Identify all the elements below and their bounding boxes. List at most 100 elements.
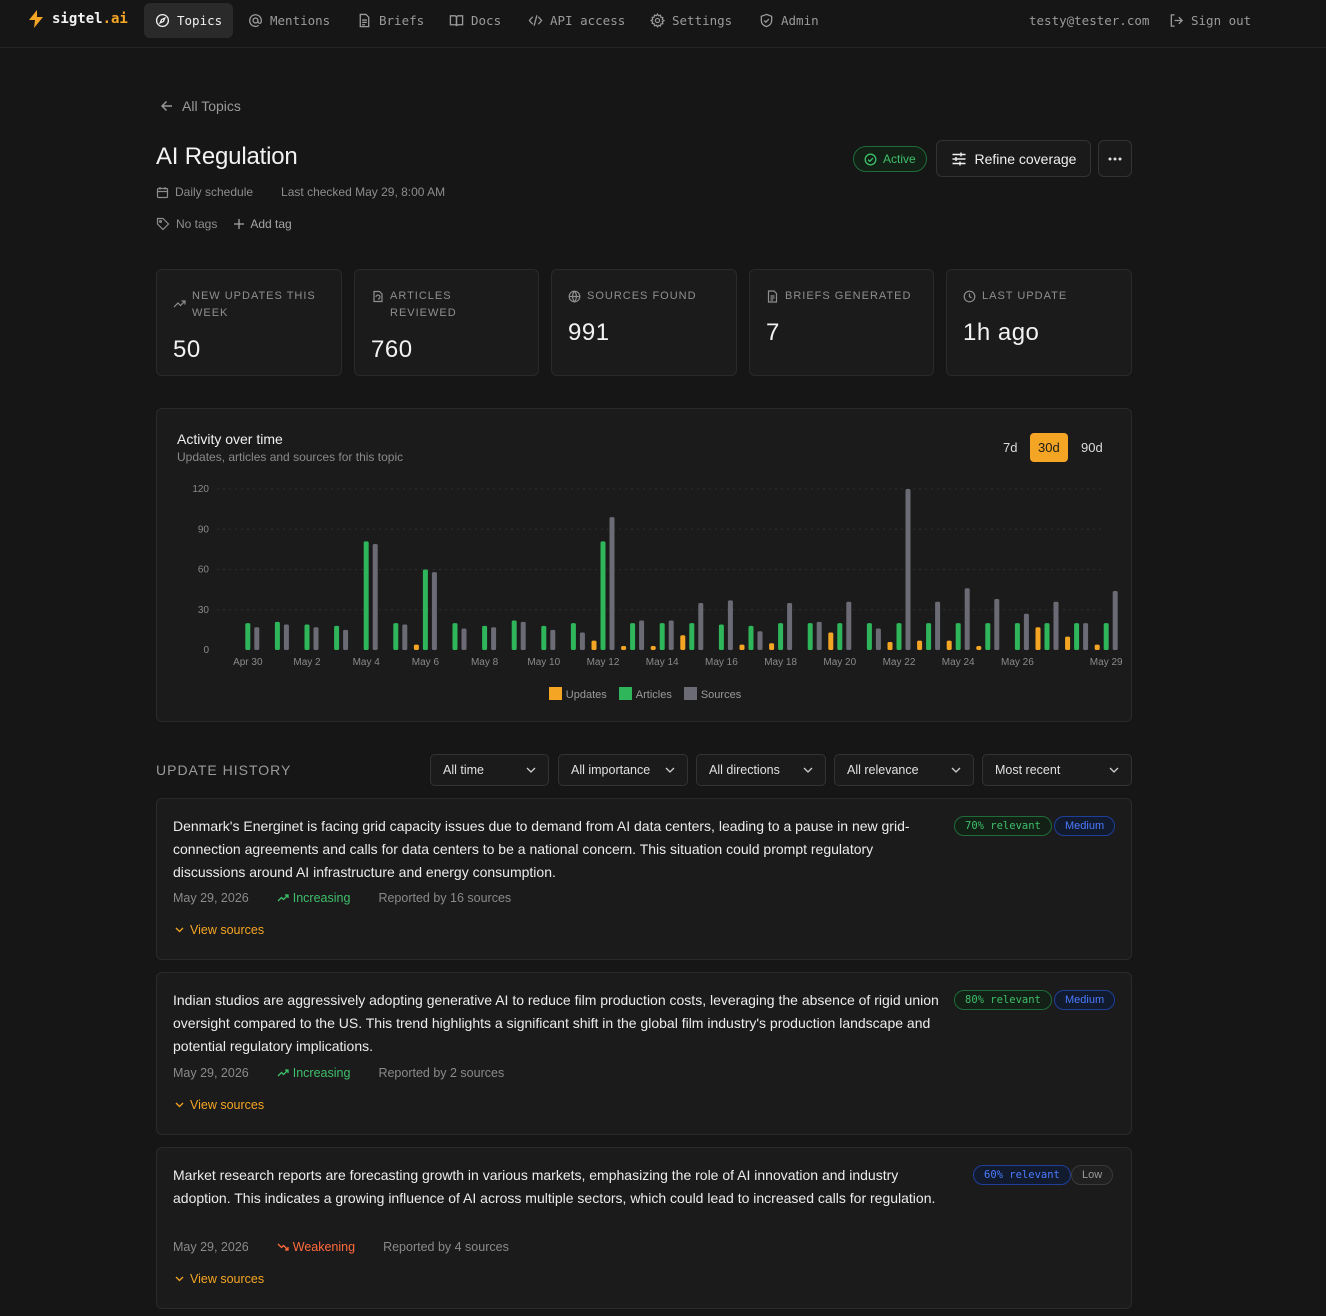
x-tick-label: May 2 [293, 657, 321, 668]
chevron-down-icon [665, 767, 675, 773]
filter-label: All directions [709, 763, 780, 777]
x-tick-label: May 14 [646, 657, 679, 668]
update-meta: May 29, 2026 Increasing Reported by 2 so… [173, 1066, 504, 1080]
nav-docs[interactable]: Docs [438, 3, 512, 38]
direction-indicator: Weakening [277, 1240, 355, 1254]
bar-articles [866, 623, 872, 650]
filter-time[interactable]: All time [430, 754, 549, 786]
more-options-button[interactable] [1098, 140, 1132, 177]
legend-label: Updates [565, 689, 607, 701]
filter-sort[interactable]: Most recent [982, 754, 1132, 786]
stat-value: 1h ago [963, 319, 1040, 346]
globe-icon [568, 290, 581, 303]
nav-label: API access [550, 13, 626, 28]
direction-indicator: Increasing [277, 1066, 350, 1080]
bar-articles [689, 623, 695, 650]
bar-sources [935, 601, 941, 650]
y-tick-label: 60 [198, 565, 210, 576]
bar-sources [698, 603, 704, 650]
view-sources-label: View sources [190, 923, 265, 937]
bar-articles [452, 623, 458, 650]
view-sources-toggle[interactable]: View sources [175, 1098, 264, 1112]
sign-out-button[interactable]: Sign out [1158, 3, 1262, 38]
refresh-doc-icon [373, 290, 383, 303]
bar-sources [875, 628, 881, 650]
filter-importance[interactable]: All importance [558, 754, 688, 786]
back-link[interactable]: All Topics [160, 98, 241, 114]
sign-out-label: Sign out [1191, 13, 1252, 28]
bar-articles [482, 625, 488, 650]
bar-articles [274, 621, 280, 650]
update-date: May 29, 2026 [173, 1240, 249, 1254]
filter-direction[interactable]: All directions [696, 754, 826, 786]
range-30d[interactable]: 30d [1030, 433, 1068, 462]
range-90d[interactable]: 90d [1081, 440, 1103, 455]
nav-settings[interactable]: Settings [639, 3, 743, 38]
nav-label: Briefs [379, 13, 425, 28]
refine-coverage-button[interactable]: Refine coverage [936, 140, 1091, 177]
bar-articles [926, 623, 932, 650]
document-icon [767, 290, 778, 303]
y-tick-label: 0 [203, 645, 209, 656]
filter-label: All importance [571, 763, 651, 777]
arrow-left-icon [161, 101, 172, 111]
bar-updates [650, 645, 656, 650]
bar-articles [630, 623, 636, 650]
calendar-icon [156, 186, 169, 198]
bar-updates [917, 640, 923, 650]
bar-sources [283, 624, 289, 650]
view-sources-toggle[interactable]: View sources [175, 923, 264, 937]
x-tick-label: Apr 30 [233, 657, 263, 668]
nav-api-access[interactable]: API access [517, 3, 636, 38]
nav-label: Admin [781, 13, 819, 28]
chevron-down-icon [175, 927, 184, 933]
nav-topics[interactable]: Topics [144, 3, 234, 38]
legend-label: Articles [635, 689, 672, 701]
bar-updates [591, 640, 597, 650]
bar-sources [461, 628, 467, 650]
bar-sources [343, 629, 349, 650]
legend-label: Sources [700, 689, 742, 701]
importance-badge: Medium [1054, 990, 1116, 1010]
x-tick-label: May 10 [527, 657, 560, 668]
nav-briefs[interactable]: Briefs [346, 3, 435, 38]
nav-admin[interactable]: Admin [748, 3, 830, 38]
filter-label: Most recent [995, 763, 1061, 777]
bar-articles [304, 624, 310, 650]
bar-updates [739, 644, 745, 650]
activity-chart: 0 30 60 90 120 Apr 30 May 2 May 4 May 6 May 8 May … [192, 484, 1123, 668]
status-badge: Active [853, 146, 927, 172]
add-tag-button[interactable]: Add tag [233, 217, 292, 231]
update-date: May 29, 2026 [173, 1066, 249, 1080]
filter-relevance[interactable]: All relevance [834, 754, 974, 786]
stat-card-new-updates: New updates this week 50 [156, 269, 342, 376]
brand-logo[interactable]: sigtel.ai [28, 10, 128, 28]
filter-label: All time [443, 763, 484, 777]
x-tick-label: May 16 [705, 657, 738, 668]
view-sources-toggle[interactable]: View sources [175, 1272, 264, 1286]
stat-label: Articles reviewed [390, 290, 457, 319]
top-nav: sigtel.ai Topics Mentions Briefs Docs AP… [0, 0, 1326, 48]
tags-label: No tags [176, 217, 218, 231]
bar-updates [887, 641, 893, 650]
reported-count: Reported by 2 sources [378, 1066, 505, 1080]
last-checked: Last checked May 29, 8:00 AM [281, 185, 446, 199]
bolt-icon [29, 10, 43, 28]
update-text: Indian studios are aggressively adopting… [173, 992, 939, 1054]
check-circle-icon [864, 153, 877, 165]
bar-sources [846, 601, 852, 650]
bar-sources [905, 489, 911, 650]
stat-card-sources-found: Sources found 991 [551, 269, 737, 376]
bar-articles [748, 625, 754, 650]
sign-out-icon [1170, 14, 1184, 27]
range-7d[interactable]: 7d [1003, 440, 1018, 455]
x-tick-label: May 4 [353, 657, 381, 668]
update-card: Denmark's Energinet is facing grid capac… [156, 798, 1132, 960]
chevron-down-icon [803, 767, 813, 773]
gear-icon [650, 13, 665, 28]
stat-card-articles-reviewed: Articles reviewed 760 [354, 269, 539, 376]
bar-articles [955, 623, 961, 650]
nav-mentions[interactable]: Mentions [237, 3, 341, 38]
bar-updates [621, 645, 627, 650]
bar-sources [964, 588, 970, 650]
